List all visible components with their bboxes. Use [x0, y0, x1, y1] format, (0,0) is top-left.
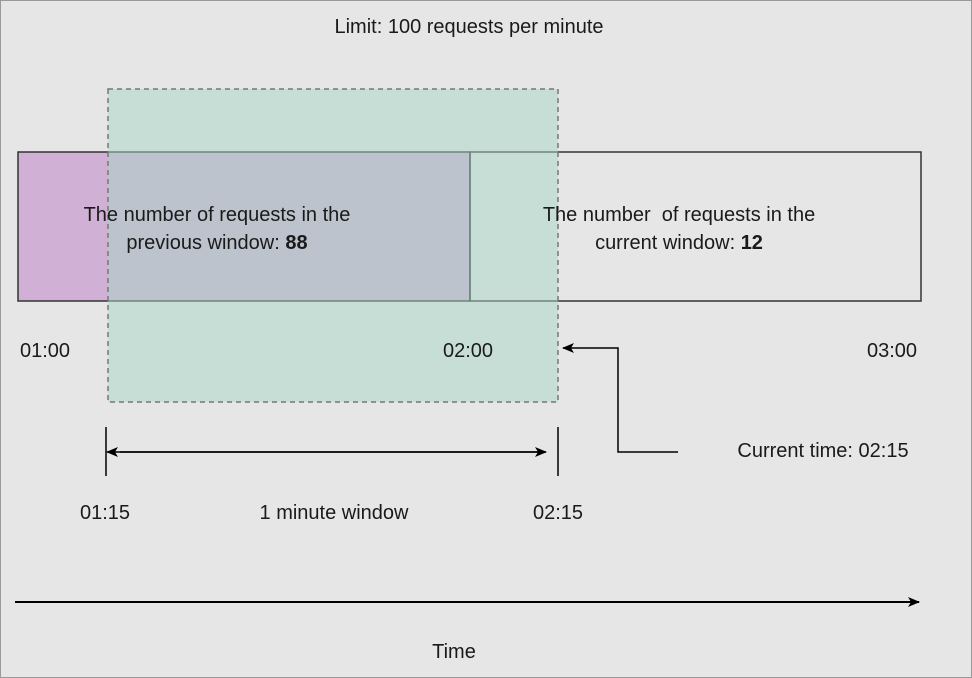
previous-window-count: 88 — [285, 232, 307, 254]
window-start-label: 01:15 — [80, 502, 130, 524]
current-time-label: Current time: 02:15 — [737, 440, 908, 462]
previous-window-text: previous window: 88 — [126, 232, 307, 254]
window-label: 1 minute window — [260, 502, 410, 524]
current-window-text: The number of requests in the — [543, 204, 815, 226]
current-time-connector — [562, 343, 678, 453]
current-window-text: current window: 12 — [595, 232, 763, 254]
previous-window-label: previous window: — [126, 232, 285, 254]
axis-label: Time — [432, 641, 476, 663]
window-end-label: 02:15 — [533, 502, 583, 524]
time-label: 01:00 — [20, 340, 70, 362]
time-label: 03:00 — [867, 340, 917, 362]
current-window-label: current window: — [595, 232, 741, 254]
title: Limit: 100 requests per minute — [334, 16, 603, 38]
sliding-window-box — [107, 88, 559, 403]
current-window-count: 12 — [741, 232, 763, 254]
time-label: 02:00 — [443, 340, 493, 362]
previous-window-text: The number of requests in the — [84, 204, 351, 226]
